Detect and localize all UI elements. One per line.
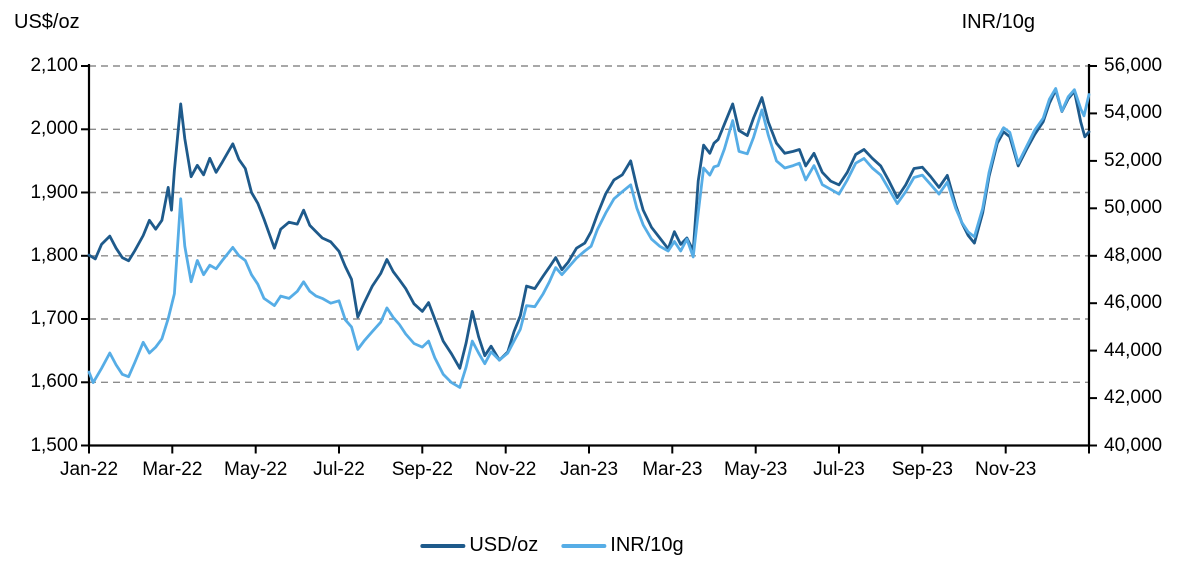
left-axis-tick-label: 2,100 (30, 55, 78, 76)
x-axis-tick-label: Mar-23 (642, 459, 703, 480)
legend-item-inr-10g: INR/10g (561, 534, 684, 557)
x-axis-tick-label: Nov-22 (475, 459, 537, 480)
x-axis-tick-label: Jul-23 (813, 459, 865, 480)
right-axis-tick-label: 44,000 (1104, 339, 1163, 361)
left-axis-tick-label: 1,500 (30, 434, 78, 456)
right-axis-title: INR/10g (961, 11, 1035, 33)
legend: USD/oz INR/10g (420, 534, 684, 557)
right-axis-tick-label: 52,000 (1104, 149, 1163, 171)
left-axis-title: US$/oz (14, 11, 80, 33)
series-line-usd-oz (87, 88, 1091, 370)
x-axis-tick-label: Nov-23 (975, 459, 1037, 480)
x-axis-tick-label: Mar-22 (142, 459, 203, 480)
legend-label-usd: USD/oz (469, 534, 539, 556)
right-axis-tick-label: 42,000 (1104, 387, 1163, 409)
legend-item-usd-oz: USD/oz (420, 534, 538, 557)
left-axis-tick-label: 1,900 (30, 181, 78, 203)
x-axis-tick-label: Jul-22 (313, 459, 365, 480)
legend-swatch-inr-line (561, 543, 607, 548)
legend-swatch-usd-line (420, 543, 466, 548)
left-axis-tick-label: 1,700 (30, 308, 78, 329)
right-axis-tick-label: 50,000 (1104, 197, 1163, 219)
right-axis-tick-label: 48,000 (1104, 244, 1163, 266)
left-axis-tick-label: 1,800 (30, 244, 78, 266)
right-axis-tick-label: 54,000 (1104, 102, 1163, 124)
right-axis-tick-label: 56,000 (1104, 55, 1163, 76)
x-axis-tick-label: May-22 (223, 459, 288, 480)
x-axis-tick-label: Sep-23 (891, 459, 953, 480)
x-axis-tick-label: Jan-22 (59, 459, 119, 480)
legend-label-inr: INR/10g (610, 534, 684, 556)
x-axis-tick-label: May-23 (723, 459, 788, 480)
x-axis-tick-label: Sep-22 (391, 459, 453, 480)
left-axis-tick-label: 2,000 (30, 118, 78, 140)
right-axis-tick-label: 46,000 (1104, 292, 1163, 314)
x-axis-tick-label: Jan-23 (559, 459, 619, 480)
left-axis-tick-label: 1,600 (30, 371, 78, 393)
right-axis-tick-label: 40,000 (1104, 434, 1163, 456)
series-line-inr-10g (87, 87, 1091, 389)
